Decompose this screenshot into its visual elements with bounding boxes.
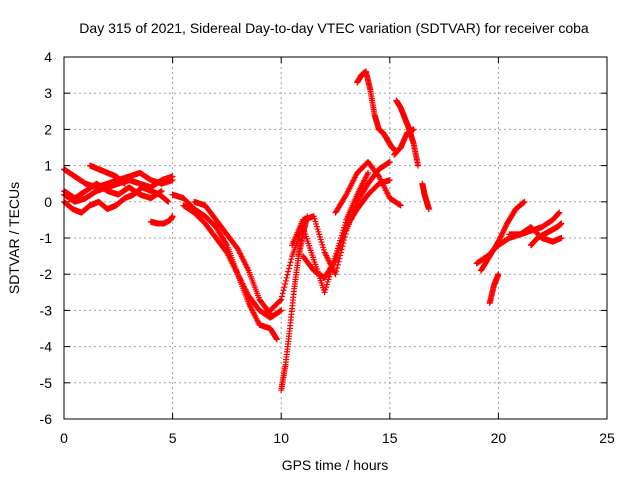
- data-point: [288, 256, 295, 263]
- series-track-e: [87, 162, 128, 187]
- data-point: [410, 126, 417, 133]
- data-point: [285, 265, 292, 272]
- y-tick-labels: -6 -5 -4 -3 -2 -1 0 1 2 3 4: [40, 49, 53, 427]
- series-track-k: [278, 213, 311, 394]
- data-point: [287, 259, 294, 266]
- data-point: [386, 158, 393, 165]
- data-point: [223, 240, 230, 247]
- x-tick-label: 15: [382, 430, 398, 446]
- y-tick-label: 4: [44, 49, 52, 65]
- series-track-v: [506, 224, 565, 245]
- data-point: [334, 261, 341, 268]
- x-tick-label: 20: [491, 430, 507, 446]
- series-track-h: [180, 202, 280, 343]
- y-tick-label: -1: [40, 230, 53, 246]
- data-point: [332, 271, 339, 278]
- data-point: [285, 268, 292, 275]
- data-point: [558, 235, 565, 241]
- x-axis-label: GPS time / hours: [282, 457, 389, 473]
- data-point: [333, 268, 340, 275]
- data-point: [334, 264, 341, 271]
- data-point: [281, 284, 288, 291]
- y-tick-label: -3: [40, 302, 53, 318]
- grid: [64, 57, 607, 419]
- x-tick-label: 5: [169, 430, 177, 446]
- data-point: [280, 287, 287, 294]
- y-tick-label: -4: [40, 339, 53, 355]
- data-point: [558, 220, 565, 227]
- data-point: [282, 281, 289, 288]
- y-tick-label: 2: [44, 121, 52, 137]
- series-track-u: [486, 271, 502, 307]
- data-point: [386, 177, 393, 184]
- data-point: [365, 169, 372, 176]
- data-point: [279, 290, 286, 297]
- data-point: [278, 307, 285, 314]
- series-track-c: [61, 184, 172, 216]
- data-point: [495, 271, 502, 278]
- plot-frame: [63, 56, 608, 420]
- chart-title: Day 315 of 2021, Sidereal Day-to-day VTE…: [79, 20, 589, 36]
- series-track-f: [147, 213, 176, 227]
- y-tick-label: 3: [44, 85, 52, 101]
- data-point: [121, 180, 128, 187]
- data-point: [277, 297, 284, 304]
- y-tick-label: -5: [40, 375, 53, 391]
- y-tick-label: -2: [40, 266, 53, 282]
- y-tick-label: 0: [44, 194, 52, 210]
- data-point: [397, 202, 404, 209]
- data-point: [521, 198, 528, 205]
- data-point: [278, 296, 285, 303]
- data-point: [169, 213, 176, 220]
- y-tick-label: -6: [40, 411, 53, 427]
- data-point: [282, 277, 289, 284]
- data-point: [273, 336, 280, 343]
- x-tick-label: 0: [60, 430, 68, 446]
- data-point: [158, 187, 165, 194]
- data-points: [61, 68, 565, 394]
- data-point: [336, 255, 343, 262]
- x-tick-label: 25: [599, 430, 615, 446]
- data-point: [556, 209, 563, 216]
- data-point: [415, 162, 422, 169]
- x-tick-label: 10: [273, 430, 289, 446]
- data-point: [331, 258, 338, 265]
- series-track-w: [527, 220, 565, 249]
- series-track-q: [391, 126, 417, 158]
- data-point: [286, 262, 293, 269]
- y-axis-label: SDTVAR / TECUs: [6, 182, 22, 294]
- series-track-i: [191, 198, 274, 318]
- y-tick-label: 1: [44, 158, 52, 174]
- data-point: [284, 271, 291, 278]
- data-point: [169, 173, 176, 180]
- data-point: [425, 206, 432, 213]
- series-track-d: [61, 173, 176, 205]
- series-track-r: [419, 180, 432, 213]
- data-point: [283, 274, 290, 281]
- x-tick-labels: 0 5 10 15 20 25: [60, 430, 615, 446]
- series-track-t: [478, 198, 528, 274]
- data-point: [278, 293, 285, 300]
- series-track-n: [332, 158, 404, 216]
- data-point: [165, 198, 172, 205]
